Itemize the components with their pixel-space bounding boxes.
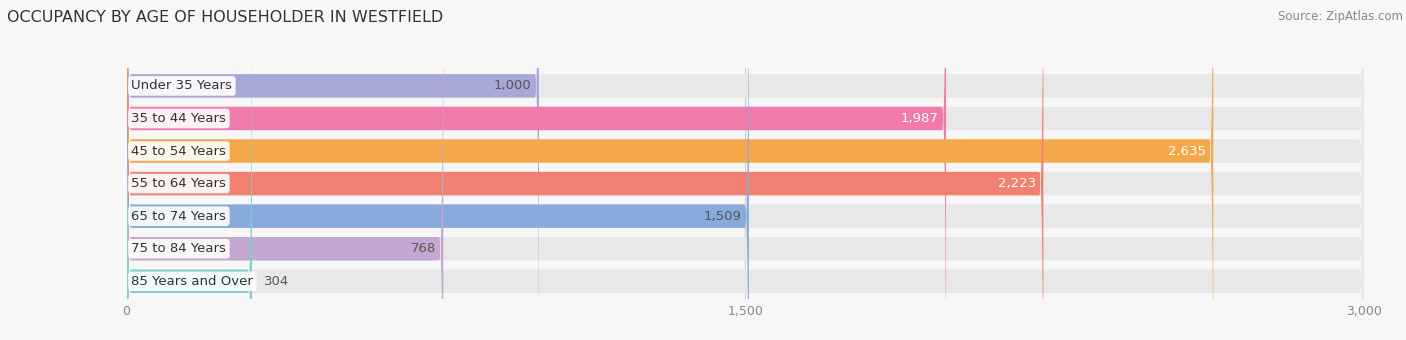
Text: 45 to 54 Years: 45 to 54 Years xyxy=(132,144,226,157)
FancyBboxPatch shape xyxy=(127,0,538,340)
FancyBboxPatch shape xyxy=(127,0,1364,340)
Text: 1,509: 1,509 xyxy=(703,210,741,223)
FancyBboxPatch shape xyxy=(127,0,1213,340)
Text: 65 to 74 Years: 65 to 74 Years xyxy=(132,210,226,223)
Text: 2,223: 2,223 xyxy=(998,177,1036,190)
FancyBboxPatch shape xyxy=(127,0,1364,340)
FancyBboxPatch shape xyxy=(127,0,1364,340)
FancyBboxPatch shape xyxy=(127,0,749,340)
Text: 55 to 64 Years: 55 to 64 Years xyxy=(132,177,226,190)
Text: 85 Years and Over: 85 Years and Over xyxy=(132,275,253,288)
Text: 2,635: 2,635 xyxy=(1168,144,1206,157)
FancyBboxPatch shape xyxy=(127,0,443,340)
Text: OCCUPANCY BY AGE OF HOUSEHOLDER IN WESTFIELD: OCCUPANCY BY AGE OF HOUSEHOLDER IN WESTF… xyxy=(7,10,443,25)
Text: 768: 768 xyxy=(411,242,436,255)
FancyBboxPatch shape xyxy=(127,0,1364,340)
Text: Source: ZipAtlas.com: Source: ZipAtlas.com xyxy=(1278,10,1403,23)
Text: 75 to 84 Years: 75 to 84 Years xyxy=(132,242,226,255)
Text: 1,000: 1,000 xyxy=(494,80,531,92)
Text: Under 35 Years: Under 35 Years xyxy=(132,80,232,92)
Text: 35 to 44 Years: 35 to 44 Years xyxy=(132,112,226,125)
FancyBboxPatch shape xyxy=(127,0,252,340)
FancyBboxPatch shape xyxy=(127,0,946,340)
Text: 304: 304 xyxy=(264,275,290,288)
FancyBboxPatch shape xyxy=(127,0,1364,340)
Text: 1,987: 1,987 xyxy=(901,112,939,125)
FancyBboxPatch shape xyxy=(127,0,1364,340)
FancyBboxPatch shape xyxy=(127,0,1043,340)
FancyBboxPatch shape xyxy=(127,0,1364,340)
